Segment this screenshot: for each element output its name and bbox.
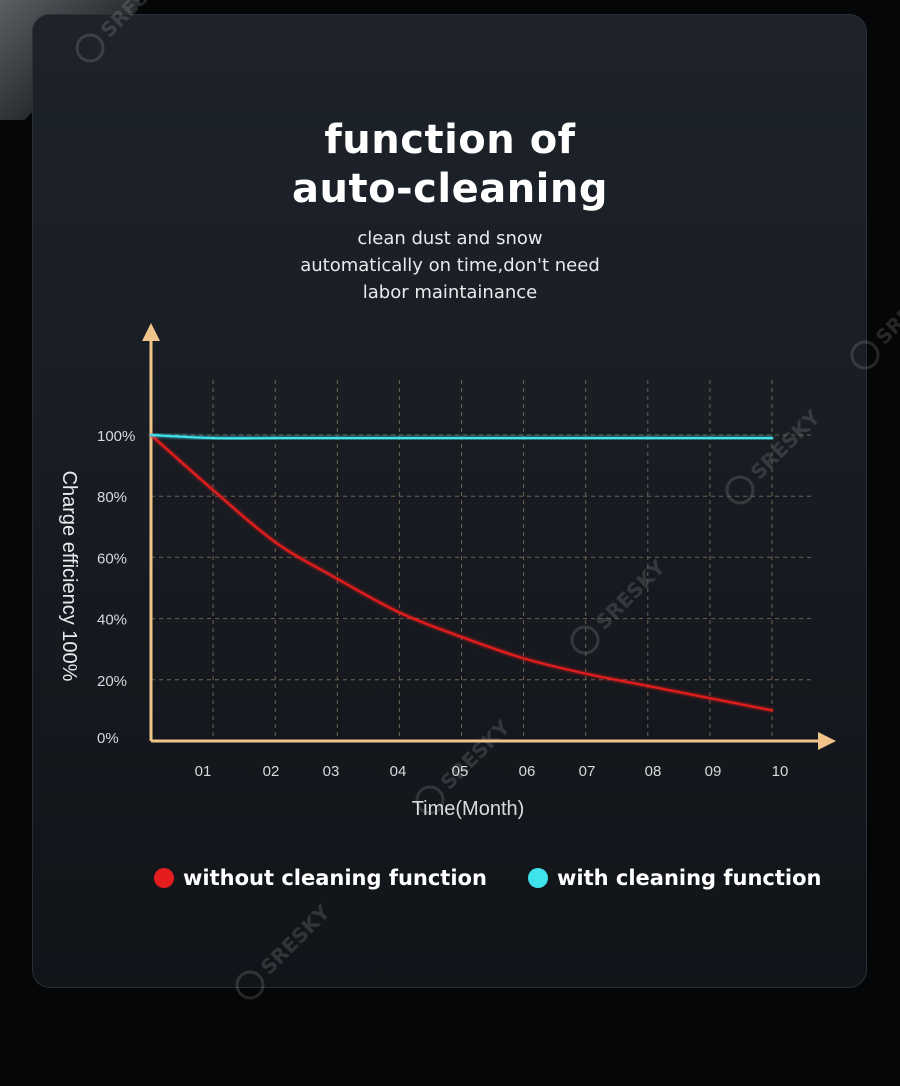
y-tick-label: 60% (97, 550, 127, 567)
watermark-logo-icon (415, 785, 445, 815)
cyan-dot-icon (528, 868, 548, 888)
watermark-text: SRESKY (256, 900, 335, 979)
watermark-logo-icon (725, 475, 755, 505)
watermark-logo-icon (235, 970, 265, 1000)
legend-label-without-cleaning: without cleaning function (183, 866, 487, 890)
watermark-logo-icon (75, 33, 105, 63)
watermark-logo: SRESKY (850, 270, 900, 370)
x-tick-label: 06 (519, 763, 536, 780)
x-tick-labels: 01 02 03 04 05 06 07 08 09 10 (195, 763, 789, 780)
x-tick-label: 07 (579, 763, 596, 780)
x-tick-label: 02 (263, 763, 280, 780)
legend-label-with-cleaning: with cleaning function (557, 866, 822, 890)
y-tick-labels: 0% 20% 40% 60% 80% 100% (97, 428, 135, 747)
y-tick-label: 0% (97, 730, 119, 747)
x-axis-arrow-icon (818, 732, 836, 750)
x-tick-label: 09 (705, 763, 722, 780)
y-tick-label: 40% (97, 612, 127, 629)
subtitle-line-1: clean dust and snow (357, 228, 543, 249)
watermark-group: SRESKY SRESKY SRESKY SRESKY SRESKY SRESKY (75, 0, 900, 1000)
y-tick-label: 80% (97, 489, 127, 506)
x-tick-label: 10 (772, 763, 789, 780)
y-tick-label: 100% (97, 428, 135, 445)
legend-item-without-cleaning: without cleaning function (154, 866, 487, 890)
watermark-logo: SRESKY (725, 405, 825, 505)
watermark-text: SRESKY (871, 270, 900, 349)
watermark-text: SRESKY (591, 555, 670, 634)
y-axis-arrow-icon (142, 323, 160, 341)
legend-item-with-cleaning: with cleaning function (528, 866, 822, 890)
watermark-logo-icon (570, 625, 600, 655)
watermark-logo: SRESKY (570, 555, 670, 655)
series-line-without-cleaning (149, 433, 774, 712)
series-line-with-cleaning (149, 433, 774, 440)
chart-series (149, 433, 774, 712)
subtitle-line-3: labor maintainance (362, 282, 538, 303)
x-tick-label: 04 (390, 763, 407, 780)
watermark-logo: SRESKY (75, 0, 175, 63)
red-dot-icon (154, 868, 174, 888)
x-tick-label: 05 (452, 763, 469, 780)
x-tick-label: 03 (323, 763, 340, 780)
watermark-text: SRESKY (746, 405, 825, 484)
chart-grid (151, 380, 812, 741)
x-axis-label: Time(Month) (412, 798, 525, 820)
x-tick-label: 08 (645, 763, 662, 780)
watermark-logo: SRESKY (235, 900, 335, 1000)
page-title-line-2: auto-cleaning (291, 166, 608, 212)
y-axis-label: Charge efficiency 100% (58, 471, 80, 682)
watermark-text: SRESKY (436, 715, 515, 794)
subtitle-line-2: automatically on time,don't need (300, 255, 600, 276)
x-tick-label: 01 (195, 763, 212, 780)
chart-axes (142, 323, 836, 750)
page-title-line-1: function of (324, 117, 576, 163)
y-tick-label: 20% (97, 673, 127, 690)
watermark-text: SRESKY (96, 0, 175, 42)
watermark-logo-icon (850, 340, 880, 370)
chart-card (32, 14, 867, 988)
